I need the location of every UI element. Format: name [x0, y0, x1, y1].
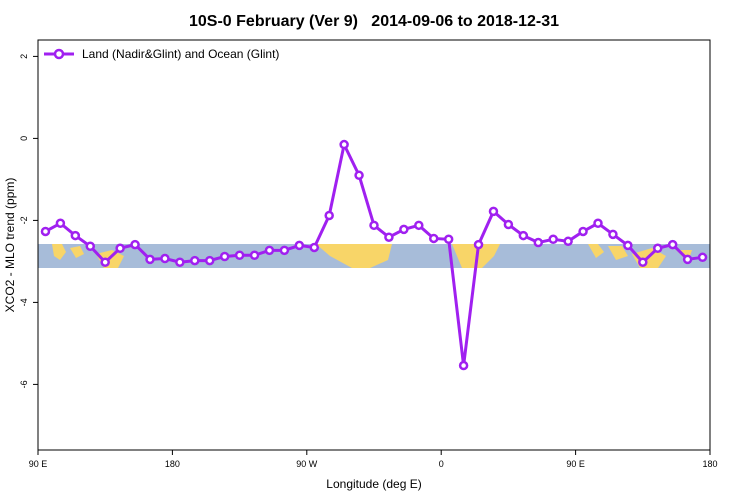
point	[488, 206, 499, 217]
point	[115, 243, 125, 254]
point	[130, 239, 140, 250]
point	[623, 240, 633, 251]
point	[533, 237, 544, 248]
y-axis-label: XCO2 - MLO trend (ppm)	[3, 178, 17, 313]
land-patch	[588, 244, 692, 268]
point	[190, 255, 200, 266]
x-tick-label: 90 E	[566, 459, 585, 469]
point	[503, 219, 514, 230]
point	[324, 210, 334, 221]
point	[458, 360, 469, 371]
point	[70, 230, 81, 241]
point	[473, 239, 484, 250]
y-tick-label: 2	[19, 54, 29, 59]
x-tick-label: 90 E	[29, 459, 48, 469]
point	[219, 251, 230, 262]
point	[175, 257, 185, 267]
x-tick-label: 90 W	[296, 459, 318, 469]
point	[145, 254, 155, 265]
point	[652, 243, 663, 254]
plot-frame	[37, 39, 711, 451]
point	[578, 226, 588, 237]
point	[608, 229, 618, 240]
point	[667, 239, 678, 250]
point	[638, 257, 648, 267]
point	[40, 226, 51, 237]
point	[414, 220, 424, 231]
point	[399, 224, 409, 235]
y-tick-label: -6	[19, 380, 29, 388]
x-axis-label: Longitude (deg E)	[326, 477, 421, 491]
x-tick-label: 0	[439, 459, 444, 469]
point	[160, 253, 170, 264]
legend-label: Land (Nadir&Glint) and Ocean (Glint)	[82, 47, 279, 61]
point	[234, 250, 245, 260]
point	[548, 234, 558, 245]
point	[264, 245, 275, 256]
point	[294, 240, 305, 251]
point	[204, 255, 215, 266]
point	[384, 232, 394, 242]
point	[563, 236, 573, 247]
legend-marker	[53, 48, 65, 60]
point	[443, 234, 454, 245]
point	[85, 241, 96, 251]
point	[369, 220, 379, 231]
y-tick-label: -2	[19, 216, 29, 224]
y-tick-label: -4	[19, 298, 29, 306]
point	[518, 230, 529, 241]
chart-title: 10S-0 February (Ver 9) 2014-09-06 to 201…	[189, 13, 559, 30]
x-tick-label: 180	[165, 459, 180, 469]
point	[55, 218, 66, 229]
point	[309, 242, 320, 253]
point	[279, 245, 290, 256]
point	[697, 252, 708, 263]
point	[339, 139, 349, 150]
point	[428, 233, 439, 244]
y-tick-label: 0	[19, 136, 29, 141]
point	[100, 257, 110, 267]
x-tick-label: 180	[702, 459, 717, 469]
point	[593, 218, 603, 229]
point	[682, 254, 693, 265]
point	[354, 170, 364, 181]
point	[249, 250, 260, 260]
land-patch	[316, 244, 392, 268]
